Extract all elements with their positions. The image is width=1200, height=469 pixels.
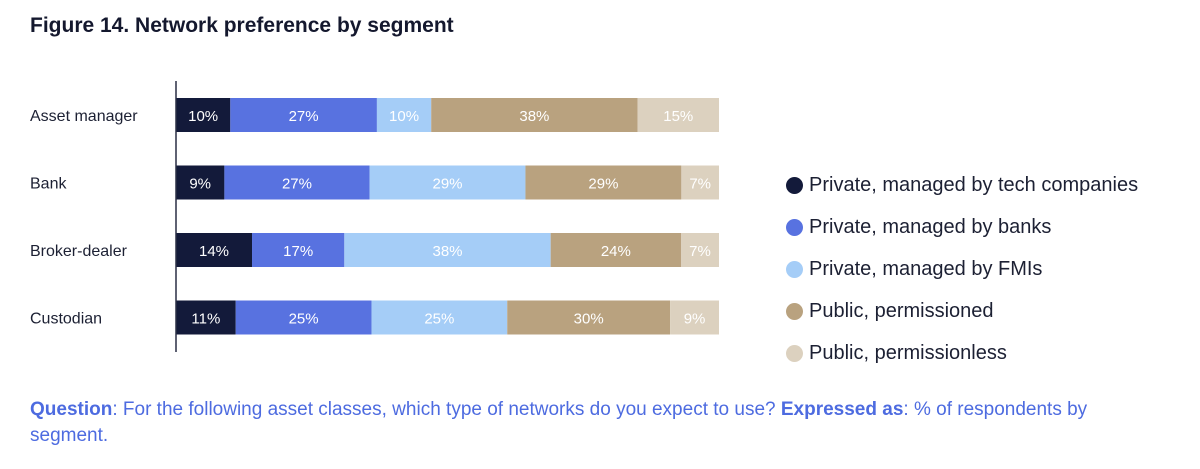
bar-segment bbox=[176, 165, 225, 200]
bar-segment bbox=[344, 233, 551, 267]
bar-segment bbox=[230, 98, 377, 132]
legend-label: Private, managed by banks bbox=[809, 215, 1052, 238]
expressed-as-label: Expressed as bbox=[780, 399, 904, 420]
data-label: 11% bbox=[191, 311, 220, 328]
data-label: 9% bbox=[684, 311, 706, 328]
expressed-as-text: : % of respondents by segment. bbox=[30, 399, 1088, 446]
bar-segment bbox=[252, 233, 345, 267]
bar-segment bbox=[224, 165, 370, 200]
bar-segment bbox=[376, 98, 432, 132]
legend-label: Public, permissionless bbox=[809, 341, 1007, 364]
legend-item-public-permissionless: Public, permissionless bbox=[786, 332, 1138, 374]
category-label: Broker-dealer bbox=[30, 243, 128, 260]
bar-segment bbox=[176, 233, 253, 267]
bar-segment bbox=[369, 165, 526, 200]
legend-swatch-public-permissioned bbox=[786, 302, 803, 320]
data-label: 15% bbox=[663, 108, 693, 125]
question-label: Question bbox=[30, 399, 113, 420]
data-label: 14% bbox=[199, 243, 229, 260]
bar-segment bbox=[371, 300, 508, 335]
data-label: 7% bbox=[689, 176, 711, 193]
legend-item-public-permissioned: Public, permissioned bbox=[786, 290, 1138, 332]
data-label: 17% bbox=[283, 243, 313, 260]
category-label: Asset manager bbox=[30, 108, 138, 125]
legend-item-tech-companies: Private, managed by tech companies bbox=[786, 164, 1138, 206]
bar-segment bbox=[525, 165, 682, 200]
data-label: 25% bbox=[424, 311, 454, 328]
legend-item-fmis: Private, managed by FMIs bbox=[786, 248, 1138, 290]
bar-segment bbox=[235, 300, 372, 335]
bar-segment bbox=[507, 300, 671, 335]
question-note: Question: For the following asset classe… bbox=[30, 397, 1170, 449]
bar-segment bbox=[680, 233, 719, 267]
stacked-bar-chart: Asset manager 10% 27% 10% 38% 15% Bank 9% 27% 29%… bbox=[30, 81, 719, 352]
legend-swatch-tech-companies bbox=[786, 176, 803, 194]
data-label: 27% bbox=[282, 176, 312, 193]
bar-segment bbox=[550, 233, 681, 267]
chart-legend: Private, managed by tech companies Priva… bbox=[786, 164, 1138, 374]
data-label: 10% bbox=[188, 108, 218, 125]
bar-segment bbox=[681, 165, 719, 200]
category-label: Bank bbox=[30, 176, 67, 193]
data-label: 9% bbox=[189, 176, 211, 193]
data-label: 27% bbox=[289, 108, 319, 125]
chart-title: Figure 14. Network preference by segment bbox=[30, 14, 454, 37]
bar-segment bbox=[176, 300, 236, 335]
data-label: 24% bbox=[601, 243, 631, 260]
bar-segment bbox=[431, 98, 638, 132]
legend-label: Private, managed by tech companies bbox=[809, 173, 1139, 196]
data-label: 25% bbox=[289, 311, 319, 328]
data-label: 29% bbox=[588, 176, 618, 193]
legend-swatch-banks bbox=[786, 218, 803, 236]
legend-label: Public, permissioned bbox=[809, 299, 994, 322]
legend-swatch-fmis bbox=[786, 260, 803, 278]
legend-swatch-public-permissionless bbox=[786, 344, 803, 362]
data-label: 30% bbox=[574, 311, 604, 328]
bar-segment bbox=[670, 300, 719, 335]
data-label: 10% bbox=[389, 108, 419, 125]
bar-segment bbox=[176, 98, 231, 132]
data-label: 7% bbox=[689, 243, 711, 260]
legend-label: Private, managed by FMIs bbox=[809, 257, 1043, 280]
data-label: 29% bbox=[432, 176, 462, 193]
data-label: 38% bbox=[432, 243, 462, 260]
question-text: : For the following asset classes, which… bbox=[112, 399, 781, 420]
data-label: 38% bbox=[519, 108, 549, 125]
category-label: Custodian bbox=[30, 311, 102, 328]
bar-segment bbox=[637, 98, 719, 132]
legend-item-banks: Private, managed by banks bbox=[786, 206, 1138, 248]
